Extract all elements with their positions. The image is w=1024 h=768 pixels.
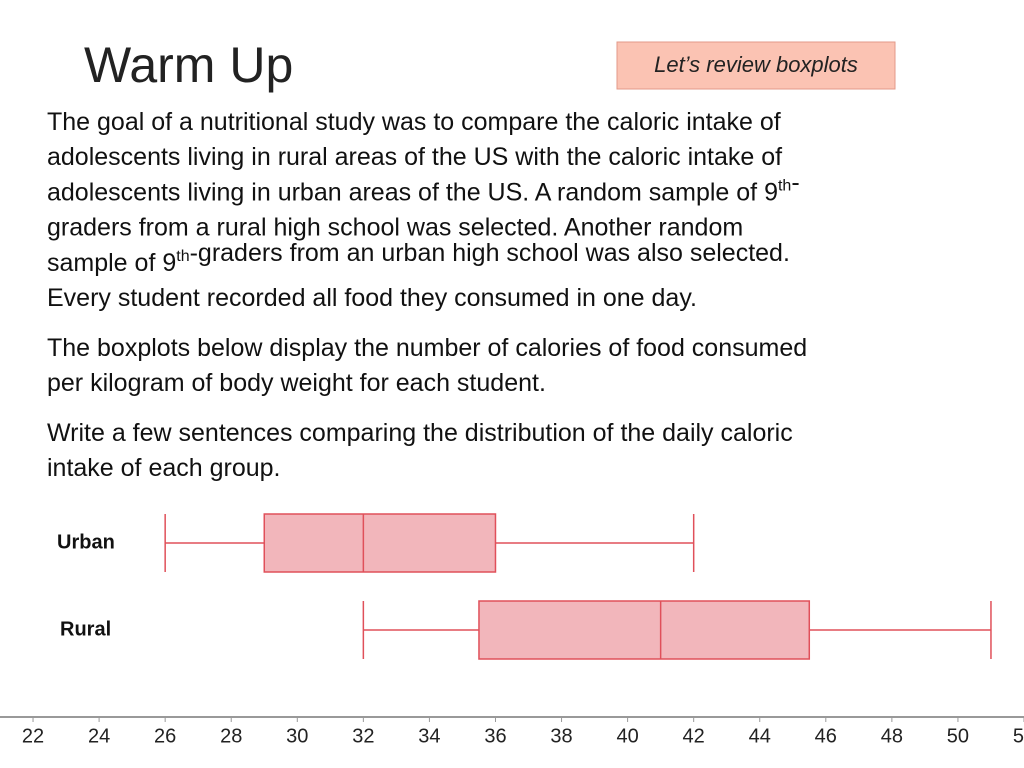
text-run: The boxplots below display the number of…: [47, 334, 807, 362]
text-run: adolescents living in rural areas of the…: [47, 143, 782, 171]
text-run: Write a few sentences comparing the dist…: [47, 419, 793, 447]
text-run: intake of each group.: [47, 454, 281, 482]
text-run: Every student recorded all food they con…: [47, 284, 697, 312]
paragraph-line: graders from a rural high school was sel…: [47, 214, 743, 242]
box: [478, 600, 811, 660]
x-tick-label: 26: [154, 725, 176, 747]
text-run: per kilogram of body weight for each stu…: [47, 369, 546, 397]
x-tick-label: 46: [815, 725, 837, 747]
x-tick-label: 30: [286, 725, 308, 747]
paragraph-line: The boxplots below display the number of…: [47, 334, 807, 362]
text-run: -: [791, 168, 799, 196]
x-tick-label: 28: [220, 725, 242, 747]
x-tick-label: 36: [484, 725, 506, 747]
x-tick-label: 40: [616, 725, 638, 747]
paragraph-line: Every student recorded all food they con…: [47, 284, 697, 312]
x-tick-label: 34: [418, 725, 440, 747]
superscript: th: [778, 177, 791, 194]
paragraph-line: sample of 9th-graders from an urban high…: [47, 239, 790, 277]
category-label: Rural: [60, 618, 111, 640]
text-run: adolescents living in urban areas of the…: [47, 178, 778, 206]
x-tick-label: 22: [22, 725, 44, 747]
category-label: Urban: [57, 531, 115, 553]
text-run: graders from a rural high school was sel…: [47, 214, 743, 242]
slide-title: Warm Up: [84, 37, 293, 93]
text-run: The goal of a nutritional study was to c…: [47, 108, 781, 136]
callout-box: [616, 41, 896, 90]
paragraph-line: The goal of a nutritional study was to c…: [47, 108, 781, 136]
x-tick-label: 24: [88, 725, 110, 747]
callout-text: Let’s review boxplots: [654, 52, 858, 77]
paragraph-line: Write a few sentences comparing the dist…: [47, 419, 793, 447]
box: [263, 513, 497, 573]
paragraph-line: intake of each group.: [47, 454, 281, 482]
x-tick-label: 48: [881, 725, 903, 747]
x-tick-label: 32: [352, 725, 374, 747]
x-tick-label: 38: [550, 725, 572, 747]
paragraph-line: adolescents living in rural areas of the…: [47, 143, 782, 171]
superscript: th: [176, 248, 189, 265]
text-run: -graders from an urban high school was a…: [190, 239, 790, 267]
paragraph-line: adolescents living in urban areas of the…: [47, 168, 800, 206]
x-tick-label: 44: [749, 725, 771, 747]
paragraph-line: per kilogram of body weight for each stu…: [47, 369, 546, 397]
x-tick-label: 42: [683, 725, 705, 747]
text-run: sample of 9: [47, 249, 176, 277]
x-tick-label: 50: [947, 725, 969, 747]
x-tick-label: 52: [1013, 725, 1024, 747]
